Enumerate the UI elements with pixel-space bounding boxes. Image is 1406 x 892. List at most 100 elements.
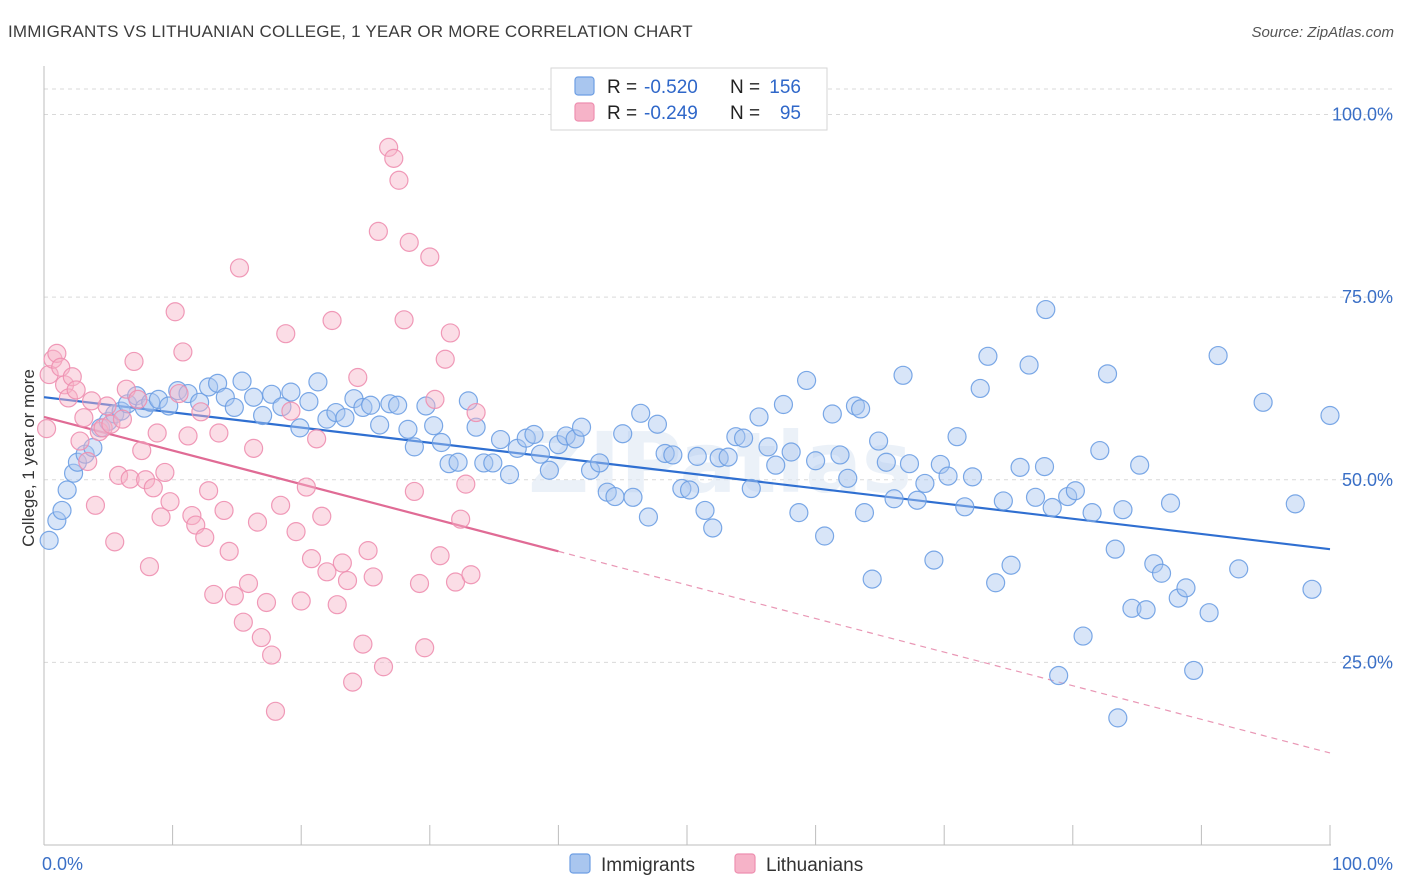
point-lithuanians-90 <box>445 572 466 592</box>
point-lithuanians-33 <box>165 302 185 322</box>
stats-legend-r-2: -0.249 <box>644 103 698 124</box>
point-immigrants-47 <box>431 432 451 453</box>
point-immigrants-31 <box>290 418 310 438</box>
point-lithuanians-85 <box>420 247 440 267</box>
point-immigrants-85 <box>741 478 761 499</box>
point-lithuanians-6 <box>58 388 79 408</box>
point-lithuanians-25 <box>132 440 152 461</box>
point-immigrants-26 <box>244 387 264 407</box>
point-immigrants-142 <box>1199 603 1219 623</box>
stats-legend-r-label-1: R = <box>607 77 637 98</box>
stats-legend-n-1: 156 <box>769 77 801 98</box>
point-lithuanians-83 <box>409 573 430 594</box>
point-lithuanians-34 <box>169 383 189 404</box>
point-immigrants-117 <box>993 491 1013 511</box>
point-lithuanians-41 <box>199 481 219 501</box>
point-immigrants-68 <box>605 486 625 507</box>
point-lithuanians-76 <box>373 657 394 677</box>
point-immigrants-107 <box>915 473 935 494</box>
point-lithuanians-1 <box>39 364 59 385</box>
point-immigrants-17 <box>159 396 179 416</box>
point-immigrants-129 <box>1090 440 1110 461</box>
point-immigrants-118 <box>1001 555 1021 575</box>
stats-legend-swatch-lithuanians <box>574 102 595 122</box>
point-immigrants-105 <box>899 454 920 474</box>
legend-label-immigrants: Immigrants <box>601 855 695 876</box>
point-immigrants-2 <box>52 500 72 521</box>
point-immigrants-132 <box>1113 500 1133 520</box>
point-lithuanians-80 <box>394 310 414 330</box>
point-lithuanians-37 <box>182 505 202 526</box>
point-lithuanians-39 <box>191 402 211 422</box>
point-lithuanians-77 <box>379 137 399 157</box>
point-immigrants-127 <box>1073 626 1093 646</box>
point-lithuanians-91 <box>451 509 471 529</box>
stats-legend: R = -0.520 N = 156 R = -0.249 N = 95 <box>550 67 828 131</box>
point-immigrants-150 <box>1036 299 1056 320</box>
point-lithuanians-79 <box>389 170 409 190</box>
point-immigrants-149 <box>1108 708 1128 728</box>
point-lithuanians-92 <box>456 474 476 494</box>
point-lithuanians-52 <box>251 627 271 648</box>
point-lithuanians-93 <box>461 565 481 585</box>
chart-title: IMMIGRANTS VS LITHUANIAN COLLEGE, 1 YEAR… <box>8 22 693 41</box>
trend-lines <box>43 396 1331 754</box>
point-immigrants-131 <box>1105 539 1125 559</box>
point-immigrants-151 <box>851 399 871 419</box>
point-immigrants-147 <box>1302 579 1322 599</box>
point-immigrants-44 <box>404 437 424 457</box>
point-immigrants-115 <box>978 346 998 366</box>
point-immigrants-32 <box>299 392 319 412</box>
point-immigrants-112 <box>955 497 975 517</box>
point-immigrants-79 <box>695 500 715 521</box>
point-lithuanians-60 <box>291 591 311 611</box>
point-immigrants-141 <box>1184 660 1204 681</box>
point-immigrants-120 <box>1019 355 1039 375</box>
point-immigrants-126 <box>1065 481 1085 501</box>
point-lithuanians-14 <box>89 421 109 442</box>
point-immigrants-63 <box>565 429 585 449</box>
point-lithuanians-18 <box>105 532 125 552</box>
point-lithuanians-0 <box>36 419 57 439</box>
point-lithuanians-86 <box>425 389 445 410</box>
point-lithuanians-87 <box>430 546 450 566</box>
legend-swatch-immigrants <box>569 853 591 874</box>
point-lithuanians-71 <box>348 367 368 388</box>
point-immigrants-43 <box>398 419 418 439</box>
point-immigrants-113 <box>962 467 983 487</box>
point-lithuanians-49 <box>238 573 259 594</box>
point-lithuanians-75 <box>368 221 388 241</box>
point-immigrants-46 <box>424 416 444 436</box>
point-immigrants-102 <box>876 452 896 472</box>
point-immigrants-143 <box>1208 345 1228 366</box>
point-immigrants-29 <box>272 397 292 417</box>
point-lithuanians-30 <box>151 507 171 527</box>
point-lithuanians-45 <box>219 541 239 561</box>
point-immigrants-135 <box>1136 600 1156 620</box>
point-immigrants-88 <box>766 455 786 475</box>
point-immigrants-64 <box>571 417 592 437</box>
point-lithuanians-11 <box>78 451 98 472</box>
point-immigrants-25 <box>232 371 252 391</box>
point-immigrants-98 <box>845 396 866 416</box>
point-immigrants-69 <box>613 424 633 444</box>
point-immigrants-128 <box>1082 503 1102 523</box>
point-lithuanians-42 <box>204 584 224 605</box>
point-immigrants-75 <box>663 445 683 465</box>
point-immigrants-114 <box>970 378 990 399</box>
point-immigrants-59 <box>530 444 550 464</box>
point-immigrants-0 <box>39 530 59 550</box>
point-immigrants-11 <box>111 401 131 421</box>
point-lithuanians-46 <box>224 586 244 606</box>
point-immigrants-125 <box>1058 486 1078 507</box>
chart-source: Source: ZipAtlas.com <box>1251 24 1394 41</box>
point-immigrants-122 <box>1034 457 1055 477</box>
point-immigrants-96 <box>830 445 850 465</box>
point-lithuanians-73 <box>358 541 378 561</box>
point-immigrants-27 <box>253 405 273 426</box>
point-lithuanians-61 <box>296 477 316 497</box>
point-lithuanians-50 <box>244 438 264 458</box>
point-lithuanians-16 <box>97 396 117 416</box>
point-immigrants-139 <box>1168 588 1188 608</box>
